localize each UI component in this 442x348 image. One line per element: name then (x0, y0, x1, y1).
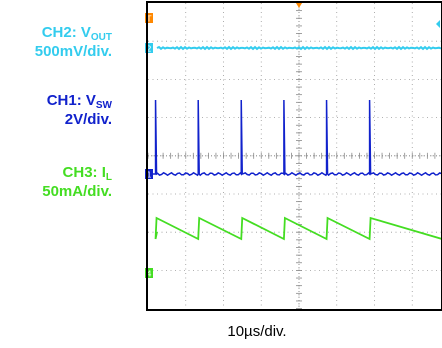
timebase-label: 10µs/div. (227, 323, 287, 340)
ch1-trace (154, 99, 442, 177)
ch1-label: CH1: VSW 2V/div. (47, 91, 112, 129)
ch1-subscript: SW (95, 100, 112, 111)
channel-markers: 2 1 4 T (145, 3, 440, 279)
ch1-name: CH1: V (46, 92, 96, 109)
ch2-trace (156, 45, 442, 51)
ch3-subscript: L (105, 172, 112, 183)
trigger-position-icon (296, 3, 302, 8)
ch1-marker: 1 (145, 169, 153, 180)
ch2-name: CH2: V (41, 24, 91, 41)
trigger-marker-text: T (146, 15, 152, 24)
screen-border (146, 1, 442, 311)
ch3-name: CH3: I (62, 164, 106, 181)
ch3-scale: 50mA/div. (42, 183, 112, 200)
ch2-scale: 500mV/div. (34, 43, 112, 60)
ch2-label: CH2: VOUT 500mV/div. (35, 23, 112, 61)
grid (147, 2, 442, 310)
ch3-trace (154, 216, 442, 241)
ch2-marker-box (145, 43, 153, 53)
ch1-marker-text: 1 (146, 171, 151, 180)
ch3-marker-box (145, 268, 153, 278)
ch2-marker-text: 2 (146, 45, 151, 54)
ch3-marker-text: 4 (146, 270, 151, 279)
ch1-marker-box (145, 169, 153, 179)
ch3-label: CH3: IL 50mA/div. (42, 163, 112, 201)
ch3-marker: 4 (145, 268, 153, 279)
ch2-subscript: OUT (90, 32, 112, 43)
trigger-level-icon (436, 20, 440, 28)
oscilloscope-screen: 2 1 4 T (145, 1, 442, 311)
ch2-marker: 2 (145, 43, 153, 54)
ch1-scale: 2V/div. (64, 111, 112, 128)
trigger-marker: T (145, 13, 153, 24)
trigger-marker-box (145, 13, 153, 23)
